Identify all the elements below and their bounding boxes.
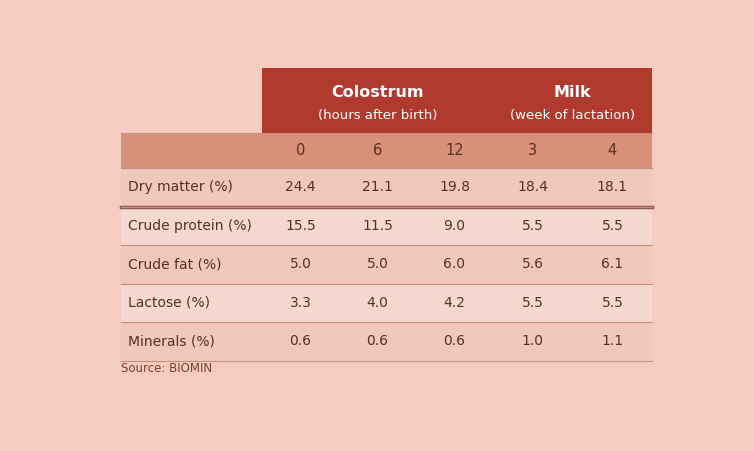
Text: 24.4: 24.4 — [285, 180, 316, 194]
Text: 5.5: 5.5 — [602, 296, 624, 310]
Text: 0.6: 0.6 — [290, 334, 311, 348]
Text: 1.1: 1.1 — [602, 334, 624, 348]
Text: 5.5: 5.5 — [522, 296, 544, 310]
Text: 15.5: 15.5 — [285, 219, 316, 233]
Text: 9.0: 9.0 — [443, 219, 465, 233]
Bar — [121, 133, 652, 168]
Text: Source: BIOMIN: Source: BIOMIN — [121, 362, 213, 375]
Bar — [121, 168, 652, 207]
Text: 0.6: 0.6 — [443, 334, 465, 348]
Text: Milk: Milk — [553, 85, 591, 100]
Text: 6.1: 6.1 — [602, 258, 624, 272]
Bar — [121, 284, 652, 322]
Text: 11.5: 11.5 — [362, 219, 393, 233]
Text: Lactose (%): Lactose (%) — [128, 296, 210, 310]
Bar — [121, 245, 652, 284]
Text: 21.1: 21.1 — [362, 180, 393, 194]
Text: Crude fat (%): Crude fat (%) — [128, 258, 222, 272]
Text: 1.0: 1.0 — [522, 334, 544, 348]
Text: 4: 4 — [608, 143, 617, 158]
Text: 3: 3 — [529, 143, 538, 158]
Bar — [262, 68, 652, 133]
Text: 19.8: 19.8 — [439, 180, 470, 194]
Text: Colostrum: Colostrum — [331, 85, 424, 100]
Text: 4.2: 4.2 — [443, 296, 465, 310]
Text: (week of lactation): (week of lactation) — [510, 109, 635, 122]
Bar — [121, 207, 652, 245]
Text: 0.6: 0.6 — [366, 334, 388, 348]
Text: 5.0: 5.0 — [366, 258, 388, 272]
Text: 18.4: 18.4 — [517, 180, 548, 194]
Text: 5.6: 5.6 — [522, 258, 544, 272]
Text: 6.0: 6.0 — [443, 258, 465, 272]
Text: 18.1: 18.1 — [597, 180, 628, 194]
Bar — [121, 322, 652, 361]
Text: 5.0: 5.0 — [290, 258, 311, 272]
Text: Crude protein (%): Crude protein (%) — [128, 219, 253, 233]
Text: 3.3: 3.3 — [290, 296, 311, 310]
Text: 5.5: 5.5 — [602, 219, 624, 233]
Text: Dry matter (%): Dry matter (%) — [128, 180, 233, 194]
Text: 0: 0 — [296, 143, 305, 158]
Text: 12: 12 — [445, 143, 464, 158]
Text: 5.5: 5.5 — [522, 219, 544, 233]
Text: (hours after birth): (hours after birth) — [318, 109, 437, 122]
Text: 4.0: 4.0 — [366, 296, 388, 310]
Text: 6: 6 — [373, 143, 382, 158]
Text: Minerals (%): Minerals (%) — [128, 334, 215, 348]
